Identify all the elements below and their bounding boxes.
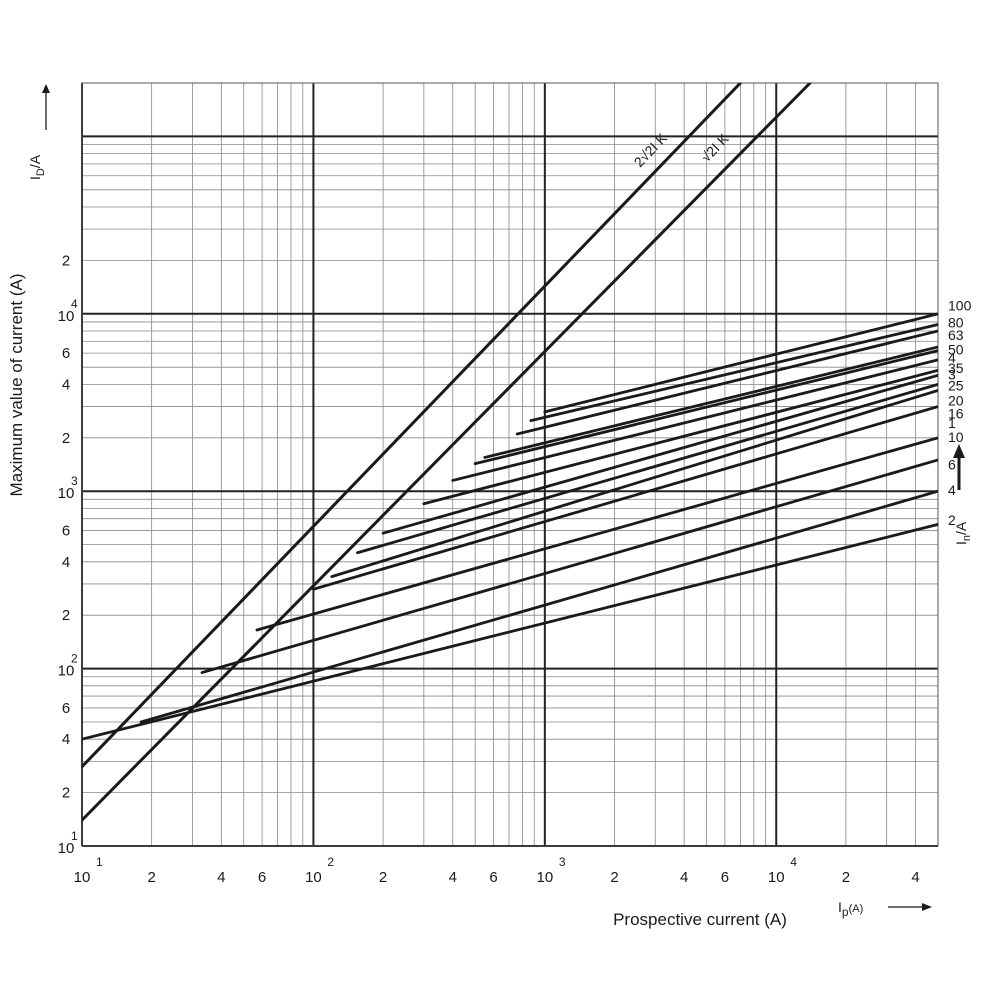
envelope-curves (82, 83, 812, 822)
series-label: 16 (948, 406, 964, 422)
x-tick-label: 4 (680, 869, 688, 886)
x-tick-label: 6 (721, 869, 729, 886)
y-arrowhead-icon (42, 84, 50, 93)
series-label: 1 (948, 415, 956, 431)
in-unit-text: In/A (953, 521, 973, 545)
series-label: 20 (948, 393, 964, 409)
y-axis-title: Maximum value of current (A) (7, 274, 26, 497)
x-tick-exponent: 4 (790, 855, 797, 869)
x-tick-exponent: 3 (559, 855, 566, 869)
x-tick-label: 6 (489, 869, 497, 886)
series-label: 25 (948, 377, 964, 393)
x-tick-exponent: 2 (327, 855, 334, 869)
fuse-rating-lines (82, 312, 938, 741)
series-label: 50 (948, 342, 964, 358)
y-tick-exponent: 3 (71, 474, 78, 488)
series-label: 6 (948, 456, 956, 472)
series-label: 63 (948, 327, 964, 343)
y-tick-label: 6 (62, 700, 70, 717)
y-tick-label: 10 (58, 663, 75, 680)
series-line-4-4 (473, 349, 938, 466)
x-tick-exponent: 1 (96, 855, 103, 869)
y-tick-label: 6 (62, 523, 70, 540)
x-tick-label: 2 (842, 869, 850, 886)
y-tick-label: 10 (58, 308, 75, 325)
series-line-10-11 (255, 436, 938, 632)
plot-border (81, 82, 939, 847)
x-tick-label: 10 (768, 869, 785, 886)
x-tick-label: 10 (305, 869, 322, 886)
x-tick-label: 6 (258, 869, 266, 886)
series-line-6-12 (200, 458, 938, 674)
x-tick-label: 2 (610, 869, 618, 886)
series-label: 10 (948, 429, 964, 445)
x-tick-label: 4 (911, 869, 919, 886)
x-axis-title: Prospective current (A) (613, 910, 787, 929)
x-tick-label: 4 (217, 869, 225, 886)
series-line-100-0 (543, 312, 938, 414)
x-tick-label: 2 (379, 869, 387, 886)
series-line-80-1 (529, 323, 938, 423)
y-tick-label: 4 (62, 554, 70, 571)
in-arrowhead-icon (953, 444, 965, 458)
y-tick-label: 2 (62, 607, 70, 624)
envelope-line-2 (82, 83, 812, 822)
x-tick-label: 2 (147, 869, 155, 886)
series-label: 100 (948, 297, 972, 313)
y-tick-label: 10 (58, 840, 75, 857)
y-tick-exponent: 4 (71, 297, 78, 311)
series-line-50-3 (483, 345, 938, 459)
series-label: 80 (948, 315, 964, 331)
series-label: 4 (948, 349, 956, 365)
series-line-3-6 (422, 368, 938, 506)
series-line-63-2 (515, 329, 938, 436)
envelope-label: √2I K (698, 130, 733, 165)
x-tick-label: 10 (536, 869, 553, 886)
y-tick-label: 2 (62, 252, 70, 269)
y-tick-exponent: 1 (71, 829, 78, 843)
y-tick-label: 2 (62, 785, 70, 802)
series-label: 2 (948, 512, 956, 528)
series-line-16-9 (330, 389, 938, 579)
series-label: 4 (948, 482, 956, 498)
series-label: 35 (948, 360, 964, 376)
y-tick-label: 6 (62, 345, 70, 362)
y-tick-label: 10 (58, 485, 75, 502)
y-tick-label: 4 (62, 376, 70, 393)
series-line-4-13 (139, 489, 938, 724)
in-unit-label: In/A (953, 521, 973, 545)
x-tick-label: 4 (449, 869, 457, 886)
series-line-1-10 (312, 405, 938, 591)
y-tick-label: 2 (62, 430, 70, 447)
x-tick-label: 10 (74, 869, 91, 886)
y-tick-exponent: 2 (71, 652, 78, 666)
minor-gridlines (82, 82, 939, 846)
x-arrowhead-icon (922, 903, 932, 911)
y-unit-label: ID/A (27, 154, 47, 180)
envelope-line-1 (82, 83, 742, 769)
major-gridlines (81, 82, 939, 847)
y-tick-label: 4 (62, 731, 70, 748)
y-unit-text: ID/A (27, 154, 47, 180)
x-unit-text: Ip(A) (838, 899, 863, 919)
series-label: 3 (948, 366, 956, 382)
series-line-25-7 (381, 373, 938, 535)
series-line-2-14 (82, 522, 938, 741)
series-line-20-8 (356, 382, 938, 555)
series-line-35-5 (451, 358, 938, 482)
